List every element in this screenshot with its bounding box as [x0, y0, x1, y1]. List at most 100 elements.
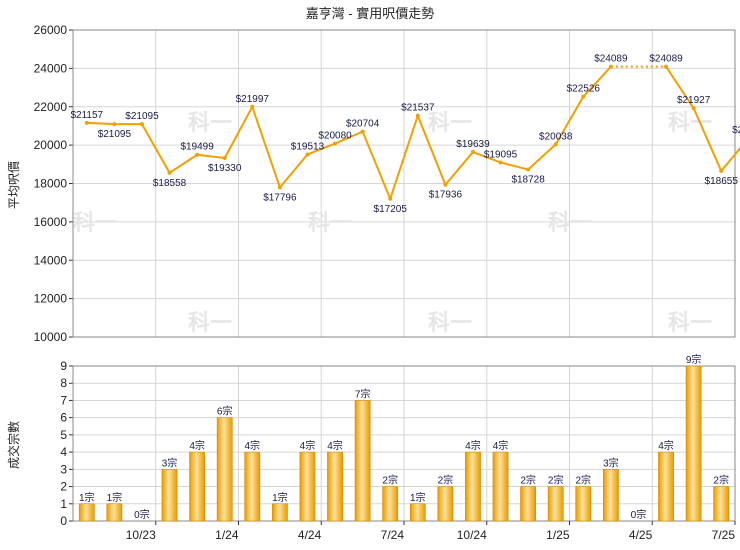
watermark: 科一 — [548, 210, 592, 235]
volume-bar — [271, 503, 288, 522]
y-tick-label: 20000 — [34, 138, 68, 152]
x-tick-label: 4/24 — [298, 528, 322, 542]
volume-bar — [547, 486, 564, 522]
price-line-segment — [279, 153, 309, 189]
volume-data-label: 1宗 — [79, 491, 95, 504]
price-data-label: $21095 — [125, 111, 159, 122]
price-data-label: $21157 — [70, 110, 103, 121]
price-line-segment — [500, 161, 529, 171]
y-tick-label: 1 — [60, 497, 67, 511]
volume-data-label: 4宗 — [189, 439, 205, 452]
price-line-segment — [692, 107, 723, 172]
volume-data-label: 0宗 — [134, 508, 150, 521]
price-line-segment — [582, 65, 612, 98]
volume-bar — [327, 451, 343, 522]
y-tick-label: 0 — [60, 514, 67, 528]
y-tick-label: 7 — [60, 393, 67, 407]
volume-bar — [658, 451, 674, 522]
watermark: 科一 — [668, 110, 712, 135]
y-tick-label: 6 — [60, 411, 67, 425]
volume-data-label: 2宗 — [382, 474, 398, 487]
price-data-label: $19330 — [208, 163, 242, 174]
price-point — [305, 152, 310, 157]
volume-data-label: 7宗 — [355, 387, 371, 400]
volume-data-label: 4宗 — [300, 439, 316, 452]
price-data-label: $24089 — [594, 54, 628, 65]
y-tick-label: 5 — [60, 428, 67, 442]
volume-bar — [244, 451, 261, 522]
price-point — [84, 120, 89, 125]
y-tick-label: 4 — [60, 445, 67, 459]
volume-bar — [216, 417, 233, 522]
y-tick-label: 22000 — [34, 100, 68, 114]
price-line-segment — [334, 130, 364, 145]
y-tick-label: 14000 — [34, 253, 68, 267]
price-point — [112, 122, 117, 127]
y-tick-label: 26000 — [34, 23, 68, 37]
price-point — [443, 182, 448, 187]
watermark: 科一 — [308, 210, 352, 235]
x-tick-label: 7/25 — [712, 528, 736, 542]
x-tick-label: 7/24 — [381, 528, 405, 542]
price-point — [470, 150, 475, 155]
price-point — [608, 64, 613, 69]
price-data-label: $21537 — [401, 103, 435, 114]
volume-data-label: 4宗 — [245, 439, 261, 452]
price-point — [415, 113, 420, 118]
price-line-segment — [197, 153, 225, 159]
price-line-segment — [472, 151, 501, 164]
price-point — [250, 104, 255, 109]
price-point — [553, 142, 558, 147]
volume-data-label: 4宗 — [327, 439, 343, 452]
volume-bar — [161, 469, 178, 522]
price-data-label: $20372 — [732, 125, 740, 136]
price-line-segment — [307, 142, 336, 156]
price-line-segment — [554, 96, 585, 145]
watermark: 科一 — [73, 210, 117, 235]
price-y-axis-label: 平均呎價 — [7, 161, 21, 209]
y-tick-label: 18000 — [34, 177, 68, 191]
volume-data-label: 2宗 — [438, 474, 454, 487]
y-tick-label: 3 — [60, 462, 67, 476]
y-tick-label: 2 — [60, 480, 67, 494]
price-data-label: $19499 — [180, 142, 214, 153]
x-tick-label: 10/24 — [457, 528, 487, 542]
price-data-label: $20080 — [318, 131, 352, 142]
volume-data-label: 2宗 — [548, 474, 564, 487]
y-tick-label: 12000 — [34, 292, 68, 306]
volume-bar — [602, 469, 619, 522]
x-tick-label: 1/24 — [215, 528, 239, 542]
price-point — [719, 168, 724, 173]
x-tick-label: 1/25 — [546, 528, 570, 542]
volume-bar — [299, 451, 316, 522]
price-data-label: $17796 — [263, 192, 297, 203]
volume-data-label: 1宗 — [410, 491, 426, 504]
price-line-segment — [361, 131, 392, 200]
price-point — [498, 160, 503, 165]
volume-bar — [685, 365, 702, 522]
volume-bar — [575, 486, 592, 522]
price-line-segment — [168, 153, 198, 174]
volume-data-label: 2宗 — [520, 474, 536, 487]
price-line-segment — [141, 123, 171, 174]
price-data-label: $18728 — [511, 175, 545, 186]
price-data-label: $20038 — [539, 131, 573, 142]
y-tick-label: 9 — [60, 359, 67, 373]
volume-bar — [492, 451, 509, 522]
volume-bar — [520, 486, 537, 522]
price-line-segment — [720, 146, 740, 172]
price-data-label: $22526 — [567, 84, 601, 95]
price-point — [581, 94, 586, 99]
volume-data-label: 1宗 — [272, 491, 288, 504]
y-tick-label: 8 — [60, 376, 67, 390]
volume-data-label: 3宗 — [162, 456, 178, 469]
y-tick-label: 16000 — [34, 215, 68, 229]
volume-data-label: 4宗 — [493, 439, 509, 452]
price-data-label: $19513 — [291, 141, 325, 152]
volume-data-label: 9宗 — [686, 353, 702, 366]
price-point — [388, 196, 393, 201]
volume-bar — [189, 451, 206, 522]
volume-data-label: 2宗 — [576, 474, 592, 487]
price-point — [526, 167, 531, 172]
volume-bar — [382, 486, 399, 522]
